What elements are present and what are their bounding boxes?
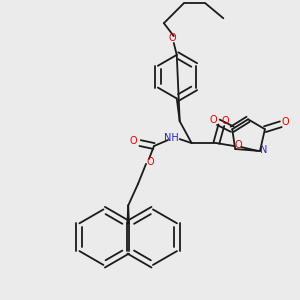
Text: O: O	[146, 157, 154, 167]
Text: O: O	[169, 33, 177, 43]
Text: O: O	[210, 115, 217, 125]
Text: N: N	[260, 145, 268, 155]
Text: O: O	[129, 136, 137, 146]
Text: O: O	[234, 140, 242, 150]
Text: O: O	[282, 117, 290, 127]
Text: NH: NH	[164, 133, 179, 143]
Text: O: O	[221, 116, 229, 126]
